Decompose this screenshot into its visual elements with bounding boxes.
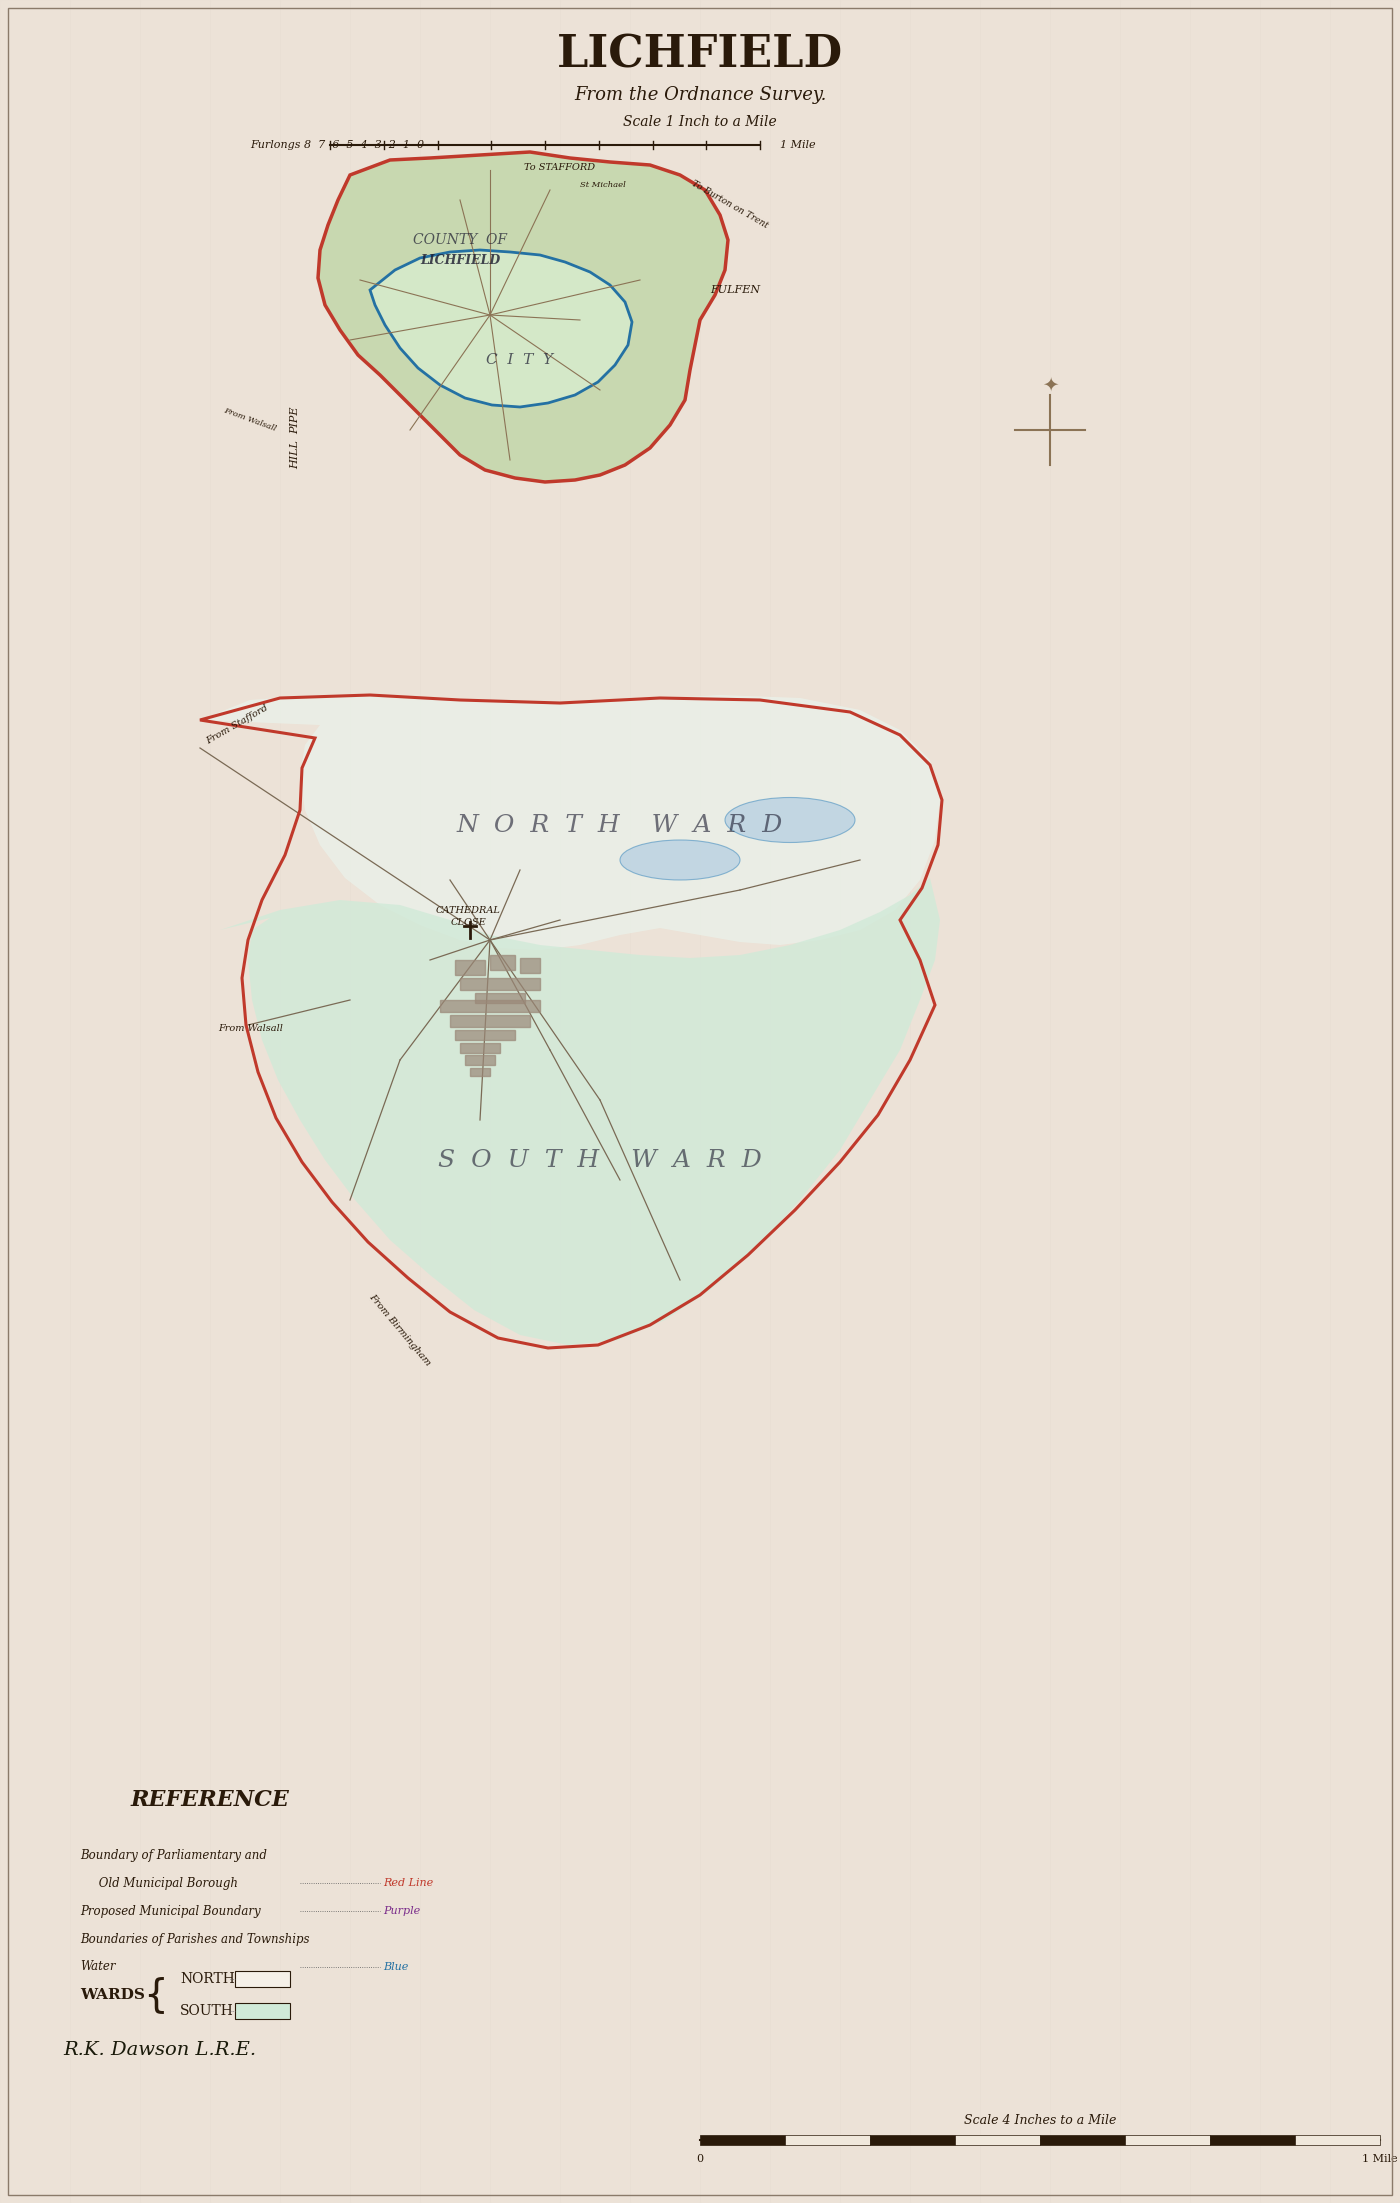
Text: To STAFFORD: To STAFFORD xyxy=(525,163,595,172)
Text: COUNTY  OF: COUNTY OF xyxy=(413,234,507,247)
Bar xyxy=(1050,0,1120,2203)
Text: From Stafford: From Stafford xyxy=(204,703,270,747)
Bar xyxy=(910,0,980,2203)
Bar xyxy=(770,0,840,2203)
Ellipse shape xyxy=(725,797,855,842)
Text: ✦: ✦ xyxy=(1042,375,1058,394)
Text: Scale 1 Inch to a Mile: Scale 1 Inch to a Mile xyxy=(623,115,777,130)
Text: 1 Mile: 1 Mile xyxy=(1362,2155,1397,2163)
Text: S  O  U  T  H    W  A  R  D: S O U T H W A R D xyxy=(438,1148,762,1172)
Bar xyxy=(1120,0,1190,2203)
Text: HILL: HILL xyxy=(290,441,300,469)
Text: Blue: Blue xyxy=(384,1963,409,1972)
Text: Furlongs 8  7  6  5  4  3  2  1  0: Furlongs 8 7 6 5 4 3 2 1 0 xyxy=(251,141,424,150)
Bar xyxy=(1190,0,1260,2203)
Polygon shape xyxy=(370,249,631,408)
Text: CLOSE: CLOSE xyxy=(451,916,486,927)
Bar xyxy=(461,1042,500,1053)
Ellipse shape xyxy=(620,839,741,879)
Text: Scale 4 Inches to a Mile: Scale 4 Inches to a Mile xyxy=(963,2113,1116,2126)
Bar xyxy=(1040,2135,1126,2146)
Text: From Birmingham: From Birmingham xyxy=(367,1293,433,1368)
Bar xyxy=(280,0,350,2203)
Polygon shape xyxy=(200,694,939,949)
Bar xyxy=(1260,0,1330,2203)
Text: N  O  R  T  H    W  A  R  D: N O R T H W A R D xyxy=(456,813,783,837)
Text: SOUTH: SOUTH xyxy=(181,2005,234,2018)
Text: C  I  T  Y: C I T Y xyxy=(486,352,553,368)
Text: PIPE: PIPE xyxy=(290,405,300,434)
Text: REFERENCE: REFERENCE xyxy=(130,1789,290,1811)
Text: LICHFIELD: LICHFIELD xyxy=(420,253,500,267)
Bar xyxy=(980,0,1050,2203)
Bar xyxy=(70,0,140,2203)
Bar xyxy=(455,961,484,976)
Bar xyxy=(420,0,490,2203)
Bar xyxy=(519,958,540,974)
Text: WARDS: WARDS xyxy=(80,1987,144,2003)
Text: {: { xyxy=(143,1976,168,2014)
Bar xyxy=(350,0,420,2203)
Text: Purple: Purple xyxy=(384,1906,420,1917)
Bar xyxy=(1126,2135,1210,2146)
Bar xyxy=(1295,2135,1380,2146)
Bar xyxy=(475,994,525,1002)
Bar xyxy=(235,1972,290,1987)
Bar xyxy=(560,0,630,2203)
Bar xyxy=(140,0,210,2203)
Bar xyxy=(490,954,515,969)
Polygon shape xyxy=(318,152,728,482)
Bar xyxy=(700,2135,785,2146)
Bar xyxy=(235,2003,290,2018)
Bar xyxy=(1330,0,1400,2203)
Bar xyxy=(210,0,280,2203)
Text: LICHFIELD: LICHFIELD xyxy=(557,33,843,77)
Text: To Burton on Trent: To Burton on Trent xyxy=(690,178,770,231)
Bar xyxy=(470,1068,490,1075)
Bar xyxy=(455,1031,515,1040)
Bar xyxy=(840,0,910,2203)
Bar xyxy=(630,0,700,2203)
Bar xyxy=(490,0,560,2203)
Bar xyxy=(461,978,540,989)
Bar xyxy=(465,1055,496,1064)
Text: 1 Mile: 1 Mile xyxy=(780,141,816,150)
Text: Water: Water xyxy=(80,1961,116,1974)
Bar xyxy=(440,1000,540,1011)
Text: FULFEN: FULFEN xyxy=(710,284,760,295)
Bar xyxy=(449,1016,531,1027)
Text: CATHEDRAL: CATHEDRAL xyxy=(435,905,500,914)
Text: Boundaries of Parishes and Townships: Boundaries of Parishes and Townships xyxy=(80,1932,309,1945)
Text: From Walsall: From Walsall xyxy=(223,408,277,434)
Text: Old Municipal Borough: Old Municipal Borough xyxy=(80,1877,238,1890)
Bar xyxy=(1210,2135,1295,2146)
Text: NORTH: NORTH xyxy=(181,1972,235,1985)
Text: From Walsall: From Walsall xyxy=(218,1024,283,1033)
Bar xyxy=(700,0,770,2203)
Bar xyxy=(869,2135,955,2146)
Bar xyxy=(785,2135,869,2146)
Text: St Michael: St Michael xyxy=(580,181,626,189)
Text: Red Line: Red Line xyxy=(384,1877,433,1888)
Bar xyxy=(955,2135,1040,2146)
Text: 0: 0 xyxy=(696,2155,704,2163)
Text: Proposed Municipal Boundary: Proposed Municipal Boundary xyxy=(80,1906,260,1917)
Text: Boundary of Parliamentary and: Boundary of Parliamentary and xyxy=(80,1848,267,1862)
Bar xyxy=(0,0,70,2203)
Text: From the Ordnance Survey.: From the Ordnance Survey. xyxy=(574,86,826,104)
Polygon shape xyxy=(220,879,939,1346)
Text: R.K. Dawson L.R.E.: R.K. Dawson L.R.E. xyxy=(63,2040,256,2060)
